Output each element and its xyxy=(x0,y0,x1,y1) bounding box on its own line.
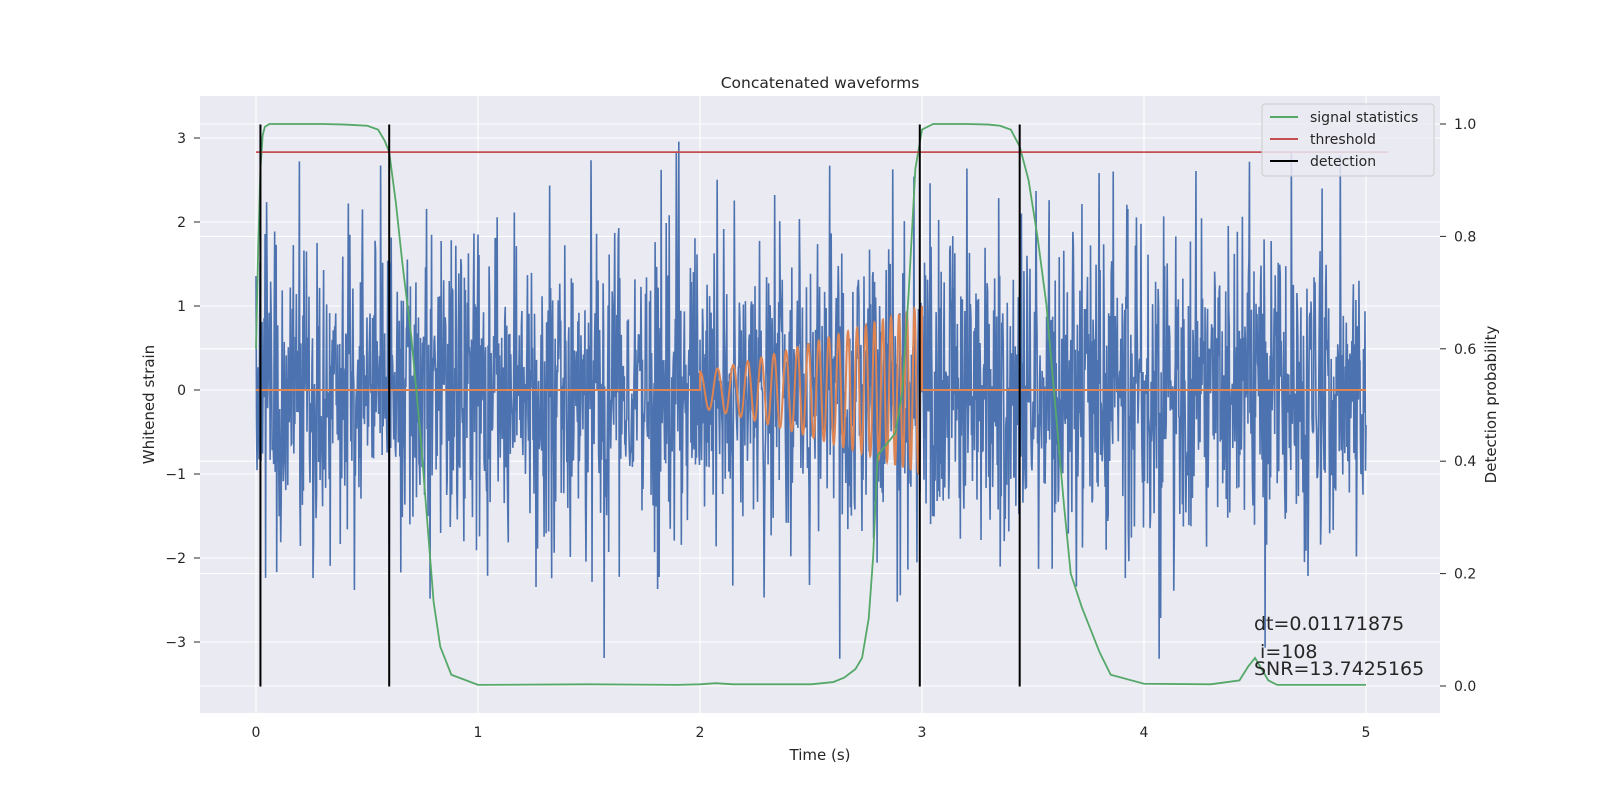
series-waveform xyxy=(256,305,1366,476)
annotation-dt: dt=0.01171875 xyxy=(1254,613,1404,635)
x-tick-label: 0 xyxy=(252,725,261,741)
x-axis-label: Time (s) xyxy=(789,746,851,764)
y-tick-label: −2 xyxy=(165,551,186,567)
y2-axis-label: Detection probability xyxy=(1482,326,1500,484)
y-tick-label: 1 xyxy=(177,299,186,315)
y-tick-label: 3 xyxy=(177,131,186,147)
y-tick-label: −1 xyxy=(165,467,186,483)
y2-tick-label: 0.2 xyxy=(1454,567,1476,583)
legend-label-signal-statistics: signal statistics xyxy=(1310,110,1418,126)
y-tick-label: −3 xyxy=(165,635,186,651)
y2-tick-label: 1.0 xyxy=(1454,117,1476,133)
plot-series xyxy=(255,123,1389,687)
x-tick-label: 2 xyxy=(696,725,705,741)
legend-label-threshold: threshold xyxy=(1310,132,1376,148)
y-tick-label: 2 xyxy=(177,215,186,231)
y2-tick-label: 0.4 xyxy=(1454,454,1476,470)
x-tick-label: 1 xyxy=(474,725,483,741)
chart-title: Concatenated waveforms xyxy=(721,74,920,92)
y2-tick-label: 0.0 xyxy=(1454,679,1476,695)
annotation-snr: SNR=13.7425165 xyxy=(1254,658,1424,680)
x-tick-label: 3 xyxy=(918,725,927,741)
y-tick-label: 0 xyxy=(177,383,186,399)
series-strain xyxy=(255,141,1367,659)
y2-tick-label: 0.6 xyxy=(1454,342,1476,358)
legend-box xyxy=(1261,103,1435,177)
series-signal-statistics xyxy=(255,123,1366,686)
x-tick-label: 5 xyxy=(1362,725,1371,741)
y2-tick-label: 0.8 xyxy=(1454,229,1476,245)
legend-label-detection: detection xyxy=(1310,154,1376,170)
y-axis-label: Whitened strain xyxy=(140,345,158,464)
axis-ticks: 0 1 2 3 4 5 3 2 1 0 −1 −2 −3 1.0 0.8 0.6 0.4 0.2 0.0 xyxy=(165,117,1476,741)
x-tick-label: 4 xyxy=(1140,725,1149,741)
legend: signal statistics threshold detection xyxy=(1261,103,1435,177)
annotation-i: i=108 xyxy=(1254,641,1318,663)
